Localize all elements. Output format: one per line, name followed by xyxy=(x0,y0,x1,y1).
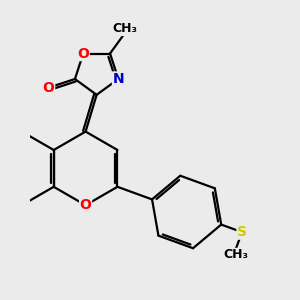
Text: S: S xyxy=(237,225,247,239)
Text: O: O xyxy=(43,81,55,94)
Text: N: N xyxy=(112,72,124,86)
Text: CH₃: CH₃ xyxy=(113,22,138,35)
Text: CH₃: CH₃ xyxy=(223,248,248,261)
Text: O: O xyxy=(77,46,89,61)
Text: O: O xyxy=(80,198,92,212)
